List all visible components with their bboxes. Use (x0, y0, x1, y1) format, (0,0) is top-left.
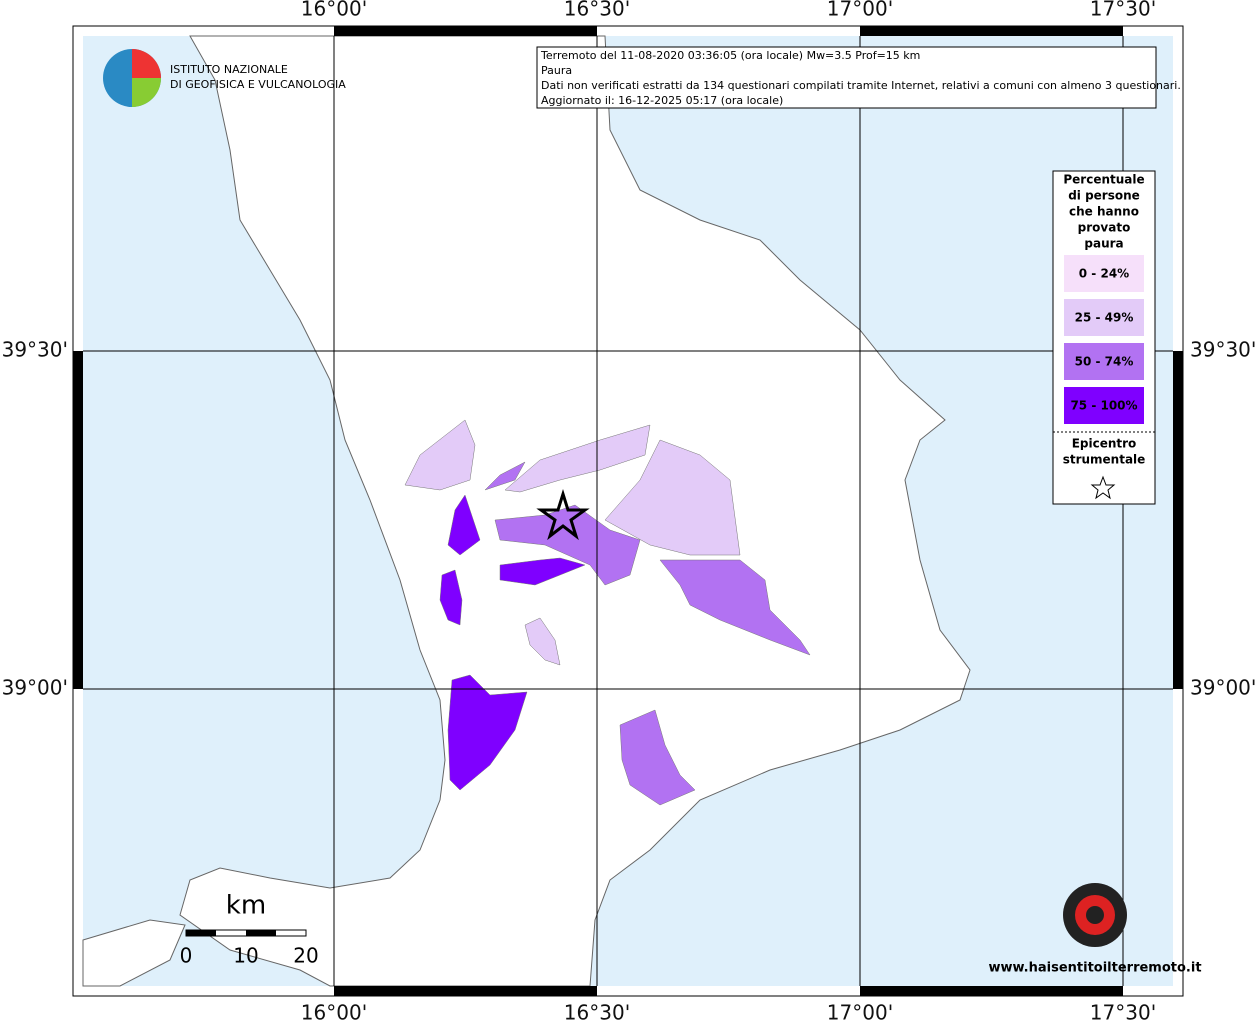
region (484, 461, 526, 491)
scale-label: 20 (293, 944, 318, 968)
region (659, 559, 811, 656)
watermark: www.haisentitoilterremoto.it (988, 961, 1201, 976)
scale-label: 0 (180, 944, 193, 968)
frame-bars (73, 26, 1183, 996)
legend-epicenter: Epicentro (1072, 437, 1137, 451)
legend-epicenter: strumentale (1063, 453, 1146, 467)
lon-label: 16°30' (564, 0, 630, 21)
region (494, 504, 641, 586)
legend-title: provato (1078, 221, 1131, 235)
lat-label: 39°00' (2, 676, 68, 700)
sicily (82, 919, 186, 987)
lon-label: 17°30' (1090, 1001, 1156, 1025)
scale-label: 10 (233, 944, 258, 968)
lon-label: 17°30' (1090, 0, 1156, 21)
logo-text: DI GEOFISICA E VULCANOLOGIA (170, 78, 346, 91)
legend-star (1090, 475, 1116, 500)
info-line: Terremoto del 11-08-2020 03:36:05 (ora l… (540, 49, 920, 62)
legend-swatch (1064, 299, 1144, 336)
epicenter-star (536, 488, 590, 541)
region (404, 419, 476, 491)
region (439, 569, 463, 626)
hsit-logo-part (1086, 906, 1104, 924)
legend-title: Percentuale (1063, 173, 1144, 187)
legend (1052, 170, 1156, 505)
legend-title: paura (1084, 237, 1123, 251)
lon-label: 16°00' (301, 1001, 367, 1025)
region (447, 674, 528, 791)
legend-title: che hanno (1069, 205, 1139, 219)
info-line: Dati non verificati estratti da 134 ques… (541, 79, 1181, 92)
lon-label: 17°00' (827, 0, 893, 21)
region (604, 439, 741, 556)
region (619, 709, 696, 806)
lon-label: 16°00' (301, 0, 367, 21)
ingv-logo-part (132, 49, 161, 78)
info-line: Paura (541, 64, 572, 77)
region (447, 494, 481, 556)
scale-unit: km (226, 891, 266, 921)
ingv-logo-part (132, 78, 161, 107)
region (524, 617, 561, 666)
legend-label: 50 - 74% (1075, 355, 1134, 369)
scale-bar (185, 929, 307, 937)
info-box (536, 46, 1157, 109)
legend-label: 0 - 24% (1079, 267, 1129, 281)
region (499, 557, 586, 586)
legend-swatch (1064, 387, 1144, 424)
region (504, 424, 651, 493)
lat-label: 39°30' (1190, 338, 1256, 362)
legend-title: di persone (1068, 189, 1140, 203)
legend-label: 25 - 49% (1075, 311, 1134, 325)
lat-label: 39°30' (2, 338, 68, 362)
lon-label: 17°00' (827, 1001, 893, 1025)
info-line: Aggiornato il: 16-12-2025 05:17 (ora loc… (541, 94, 783, 107)
legend-swatch (1064, 343, 1144, 380)
legend-label: 75 - 100% (1070, 399, 1137, 413)
legend-swatch (1064, 255, 1144, 292)
logo-text: ISTITUTO NAZIONALE (170, 63, 288, 76)
lon-label: 16°30' (564, 1001, 630, 1025)
lat-label: 39°00' (1190, 676, 1256, 700)
